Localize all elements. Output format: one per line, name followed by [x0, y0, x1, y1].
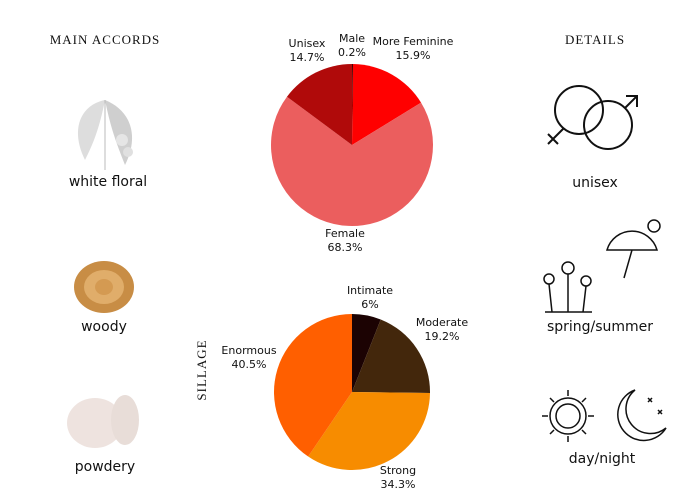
detail-label: spring/summer: [547, 319, 653, 335]
slice-value: 68.3%: [328, 241, 363, 254]
slice-label: Enormous 40.5%: [221, 344, 276, 371]
slice-label: Strong 34.3%: [380, 464, 416, 491]
slice-value: 40.5%: [232, 358, 267, 371]
slice-name: Moderate: [416, 316, 469, 329]
slice-value: 34.3%: [381, 478, 416, 491]
slice-label: Male 0.2%: [338, 32, 366, 59]
pie-slice: [274, 314, 352, 457]
slice-label: More Feminine 15.9%: [373, 35, 454, 62]
slice-label: Female 68.3%: [325, 227, 365, 254]
detail-label: day/night: [569, 451, 636, 467]
accord-label: powdery: [75, 459, 135, 475]
woody-image: [74, 261, 134, 313]
gender-icon: [547, 85, 638, 150]
slice-name: Unisex: [289, 37, 326, 50]
slice-value: 6%: [361, 298, 378, 311]
pie-slice: [352, 314, 381, 392]
slice-name: Enormous: [221, 344, 276, 357]
pie-axis-title: SILLAGE: [194, 339, 209, 400]
slice-label: Intimate 6%: [347, 284, 393, 311]
slice-name: Intimate: [347, 284, 393, 297]
detail-label: unisex: [572, 175, 618, 191]
pie-slice: [352, 319, 430, 393]
slice-name: Strong: [380, 464, 416, 477]
slice-value: 15.9%: [396, 49, 431, 62]
white-floral-image: [77, 100, 133, 170]
powdery-image: [67, 395, 139, 448]
pie-slice: [352, 64, 354, 145]
pie-slice: [271, 96, 433, 226]
slice-value: 19.2%: [425, 330, 460, 343]
accord-label: woody: [81, 319, 127, 335]
accords-title: MAIN ACCORDS: [50, 32, 161, 47]
accord-label: white floral: [69, 174, 147, 190]
details-title: DETAILS: [565, 32, 625, 47]
slice-name: More Feminine: [373, 35, 454, 48]
day-night-icon: [542, 389, 667, 442]
slice-name: Male: [339, 32, 365, 45]
pie-slice: [308, 392, 430, 471]
slice-value: 0.2%: [338, 46, 366, 59]
slice-value: 14.7%: [290, 51, 325, 64]
pie-slice: [352, 64, 422, 145]
slice-label: Unisex 14.7%: [289, 37, 326, 64]
slice-label: Moderate 19.2%: [416, 316, 469, 343]
pie-slice: [286, 64, 352, 145]
season-icon: [543, 219, 661, 313]
slice-name: Female: [325, 227, 365, 240]
